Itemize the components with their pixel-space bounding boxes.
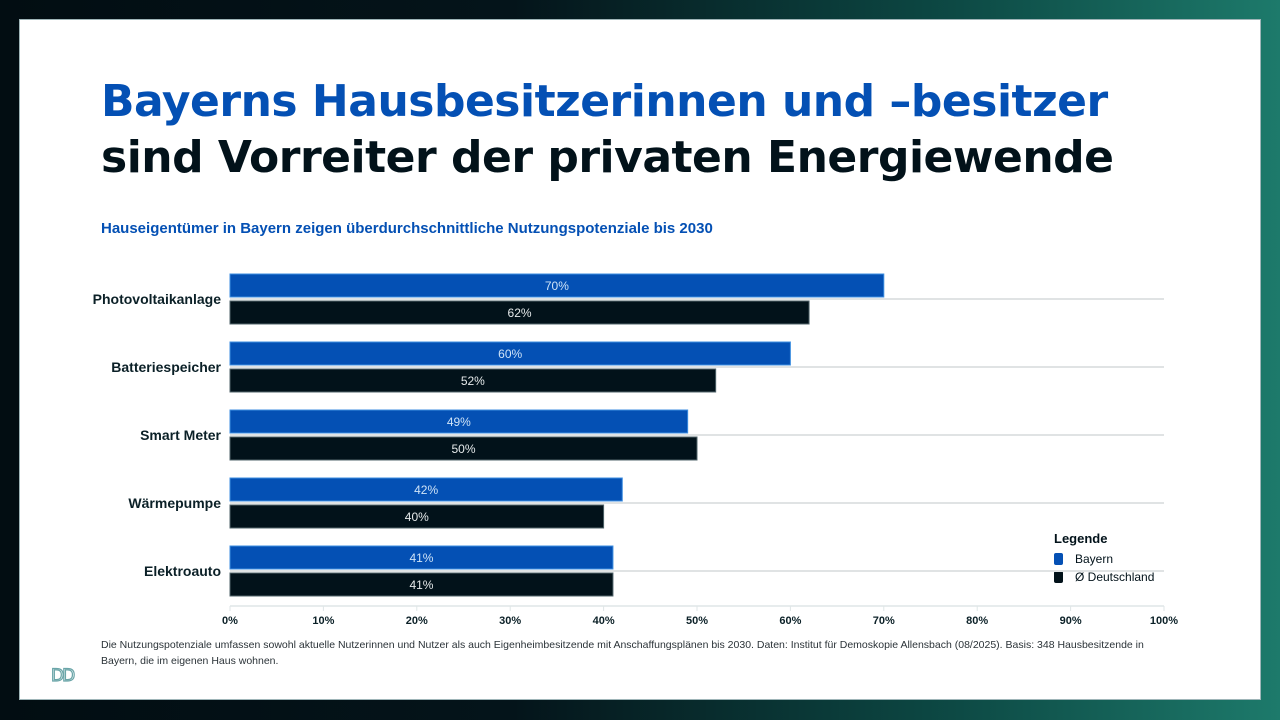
x-tick-label: 70% — [873, 615, 895, 627]
category-label: Wärmepumpe — [128, 495, 221, 511]
bar-bayern — [229, 477, 623, 502]
bar-bayern — [229, 273, 885, 298]
logo: DD — [50, 665, 75, 686]
category-label: Batteriespeicher — [111, 359, 221, 375]
x-tick-label: 30% — [499, 615, 521, 627]
bar-bayern — [229, 341, 791, 366]
x-tick-label: 60% — [779, 615, 801, 627]
x-tick-label: 80% — [966, 615, 988, 627]
category-label: Smart Meter — [140, 427, 221, 443]
title-line-2: sind Vorreiter der privaten Energiewende — [101, 132, 1114, 183]
legend-label-bayern: Bayern — [1075, 552, 1114, 566]
data-label: 49% — [447, 415, 471, 429]
data-label: 41% — [409, 578, 433, 592]
bar-bayern — [229, 545, 614, 570]
data-label: 42% — [414, 483, 438, 497]
data-label: 60% — [498, 347, 522, 361]
legend-item-deutschland: Ø Deutschland — [1054, 568, 1154, 586]
grid-layer — [230, 298, 1164, 572]
bar-deutschland — [229, 504, 605, 529]
legend-swatch-bayern — [1054, 553, 1063, 565]
x-tick-label: 50% — [686, 615, 708, 627]
x-tick-label: 20% — [406, 615, 428, 627]
chart-title: Hauseigentümer in Bayern zeigen überdurc… — [101, 220, 713, 237]
data-label: 40% — [405, 510, 429, 524]
x-tick-label: 100% — [1150, 615, 1178, 627]
title-line-1: Bayerns Hausbesitzerinnen und –besitzer — [101, 76, 1108, 127]
data-label: 41% — [409, 551, 433, 565]
category-label: Photovoltaikanlage — [93, 291, 222, 307]
bar-deutschland — [229, 368, 717, 393]
data-label: 50% — [451, 442, 475, 456]
x-tick-label: 40% — [593, 615, 615, 627]
data-label: 52% — [461, 374, 485, 388]
legend-swatch-deutschland — [1054, 571, 1063, 583]
bar-layer: 70% 62% 60% 52% 49% 50% 42% 40% 41% 41% — [229, 273, 885, 597]
legend-label-deutschland: Ø Deutschland — [1075, 570, 1155, 584]
x-tick-label: 10% — [312, 615, 334, 627]
chart-legend: Legende Bayern Ø Deutschland — [1054, 531, 1154, 586]
slide: Bayerns Hausbesitzerinnen und –besitzer … — [19, 19, 1261, 700]
slide-title: Bayerns Hausbesitzerinnen und –besitzer … — [101, 74, 1114, 186]
bar-deutschland — [229, 300, 810, 325]
footnote: Die Nutzungspotenziale umfassen sowohl a… — [101, 639, 1144, 667]
bar-bayern — [229, 409, 689, 434]
x-axis: 0% 10% 20% 30% 40% 50% 60% 70% 80% 90% 100% — [222, 605, 1178, 627]
category-label: Elektroauto — [144, 563, 221, 579]
bar-deutschland — [229, 436, 698, 461]
legend-title: Legende — [1054, 531, 1108, 546]
legend-item-bayern: Bayern — [1054, 550, 1154, 568]
x-tick-label: 0% — [222, 615, 238, 627]
data-label: 62% — [508, 306, 532, 320]
category-labels: Photovoltaikanlage Batteriespeicher Smart … — [93, 291, 222, 579]
bar-deutschland — [229, 572, 614, 597]
x-tick-label: 90% — [1060, 615, 1082, 627]
data-label: 70% — [545, 279, 569, 293]
